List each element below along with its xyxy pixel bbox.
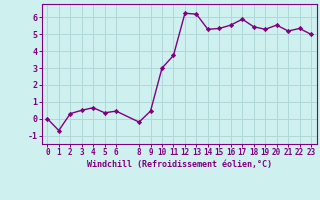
X-axis label: Windchill (Refroidissement éolien,°C): Windchill (Refroidissement éolien,°C) [87,160,272,169]
